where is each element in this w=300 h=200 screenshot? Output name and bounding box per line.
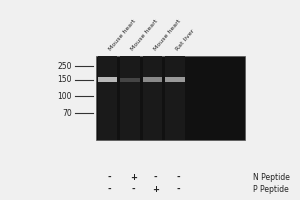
- Text: 100: 100: [57, 92, 72, 101]
- Text: Rat liver: Rat liver: [175, 29, 196, 52]
- Text: -: -: [107, 172, 111, 182]
- FancyBboxPatch shape: [96, 56, 245, 140]
- Text: 250: 250: [57, 62, 72, 71]
- Bar: [165, 77, 185, 82]
- Bar: [120, 78, 140, 82]
- Bar: [98, 56, 117, 140]
- Text: -: -: [176, 184, 180, 194]
- Text: N Peptide: N Peptide: [253, 172, 290, 182]
- Text: 150: 150: [57, 75, 72, 84]
- Text: P Peptide: P Peptide: [253, 184, 289, 194]
- Text: +: +: [130, 172, 136, 182]
- Text: -: -: [107, 184, 111, 194]
- Text: -: -: [176, 172, 180, 182]
- Text: -: -: [154, 172, 158, 182]
- Text: Mouse heart: Mouse heart: [130, 19, 159, 52]
- Text: 70: 70: [62, 109, 72, 118]
- Text: +: +: [152, 184, 159, 194]
- Bar: [143, 77, 162, 82]
- Text: -: -: [131, 184, 135, 194]
- Bar: [143, 56, 162, 140]
- Text: Mouse heart: Mouse heart: [153, 19, 181, 52]
- Bar: [165, 56, 185, 140]
- Bar: [98, 77, 117, 82]
- Text: Mouse heart: Mouse heart: [108, 19, 137, 52]
- Bar: [120, 56, 140, 140]
